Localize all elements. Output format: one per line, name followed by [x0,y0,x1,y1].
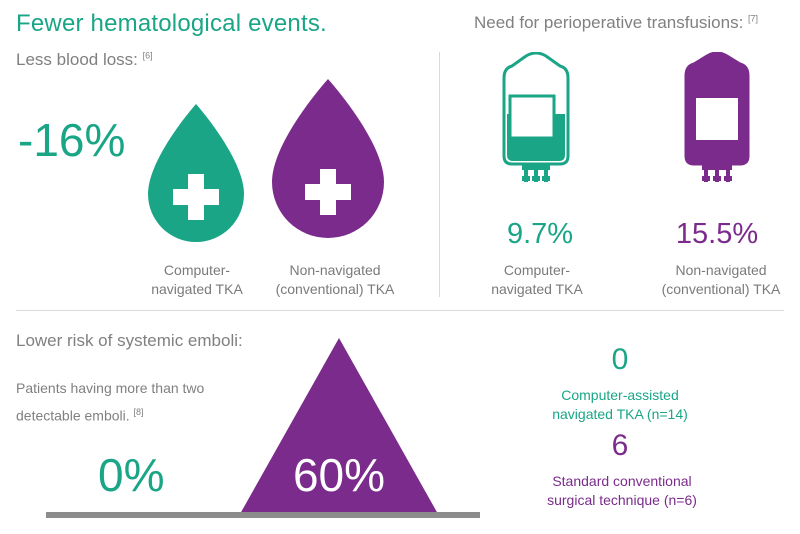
caption-line: (conventional) TKA [661,281,781,297]
transfusions-ref: [7] [748,13,759,24]
emboli-title: Lower risk of systemic emboli: [16,331,243,350]
blood-drop-plus-icon [272,79,384,238]
blood-drop-plus-icon [148,104,244,242]
emboli-description-text: detectable emboli. [16,407,130,424]
label-line: navigated TKA (n=14) [552,406,688,422]
emboli-count-navigated: 0 [611,343,629,376]
horizontal-divider [16,310,784,311]
blood-loss-caption-navigated: Computer- navigated TKA [136,261,258,299]
emboli-triangle [240,338,438,514]
transfusions-title-text: Need for perioperative transfusions: [474,13,744,32]
emboli-description-line: Patients having more than two [16,380,205,396]
blood-loss-label-text: Less blood loss: [16,50,138,69]
vertical-divider [439,52,440,297]
blood-loss-reduction: -16% [18,114,126,166]
emboli-count-conventional: 6 [611,429,629,462]
label-line: Standard conventional [552,473,692,489]
transfusions-title: Need for perioperative transfusions: [7] [474,13,758,33]
blood-loss-label: Less blood loss: [6] [16,50,153,70]
blood-loss-ref: [6] [142,50,153,61]
blood-loss-caption-conventional: Non-navigated (conventional) TKA [262,261,408,299]
baseline-bar [46,512,480,518]
emboli-ref: [8] [133,407,144,417]
label-line: surgical technique (n=6) [547,492,697,508]
transfusion-caption-navigated: Computer- navigated TKA [476,261,598,299]
emboli-label-conventional: Standard conventional surgical technique… [516,472,728,510]
caption-line: (conventional) TKA [275,281,395,297]
transfusion-value-navigated: 9.7% [506,218,574,250]
blood-bag-icon [684,52,750,182]
caption-line: Non-navigated [289,262,381,278]
caption-line: Computer- [503,262,571,278]
emboli-description-line: detectable emboli. [8] [16,400,204,428]
caption-line: navigated TKA [491,281,583,297]
emboli-value-navigated: 0% [98,449,165,501]
caption-line: Computer- [163,262,231,278]
blood-bag-icon [502,52,570,182]
emboli-label-navigated: Computer-assisted navigated TKA (n=14) [520,386,720,424]
transfusion-value-conventional: 15.5% [675,218,759,250]
emboli-value-conventional: 60% [292,449,386,501]
transfusion-caption-conventional: Non-navigated (conventional) TKA [646,261,796,299]
label-line: Computer-assisted [561,387,679,403]
page-title: Fewer hematological events. [16,10,327,37]
emboli-description: Patients having more than two detectable… [16,376,204,428]
caption-line: navigated TKA [151,281,243,297]
caption-line: Non-navigated [675,262,767,278]
